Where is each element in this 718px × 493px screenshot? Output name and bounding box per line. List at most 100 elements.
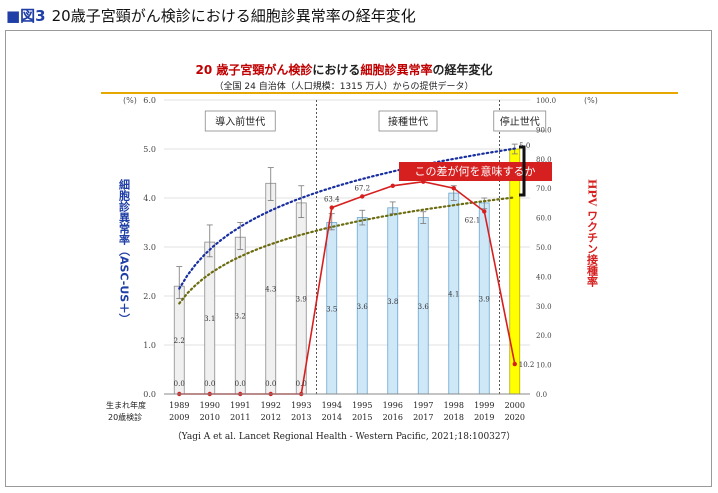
left-tick-label: 5.0 [143,145,156,154]
vaccination-point [329,205,334,210]
bar-value-label: 2.2 [174,337,185,345]
x-tick-screening-year: 2014 [322,413,342,422]
chart-svg: 20 歳子宮頸がん検診における細胞診異常率の経年変化 （全国 24 自治体（人口… [101,62,678,442]
vaccination-value-label: 0.0 [265,380,276,388]
era-label-box [378,110,438,132]
chart-title-part: における [312,63,360,77]
x-tick-birth-year: 1996 [383,401,403,410]
left-unit-label: (%) [123,96,137,105]
bar-value-label: 3.2 [235,313,246,321]
right-unit-label: (%) [584,96,598,105]
x-tick-birth-year: 1989 [169,401,189,410]
left-tick-label: 1.0 [143,341,156,350]
right-tick-label: 70.0 [536,185,552,193]
right-tick-label: 0.0 [536,391,547,399]
vaccination-point [512,361,517,367]
bar [509,148,521,395]
x-tick-screening-year: 2017 [413,413,433,422]
vaccination-point [451,186,456,191]
x-tick-birth-year: 2000 [505,401,525,410]
annotation-text: この差が何を意味するか [415,164,536,178]
vaccination-value-label: 10.2 [519,361,535,369]
x-tick-birth-year: 1999 [474,401,494,410]
vaccination-value-label: 0.0 [174,380,185,388]
left-tick-label: 0.0 [143,390,156,399]
left-tick-label: 6.0 [143,96,156,105]
vaccination-value-label: 63.4 [324,196,340,204]
vaccination-value-label: 0.0 [296,380,307,388]
figure-header: ■図3 20歳子宮頸がん検診における細胞診異常率の経年変化 [6,4,416,26]
bar-value-label: 4.3 [265,286,276,294]
era-label: 接種世代 [388,115,428,128]
x-tick-birth-year: 1995 [352,401,372,410]
bar-value-label: 3.1 [204,315,215,323]
bar-value-label: 3.6 [418,303,430,311]
x-tick-screening-year: 2012 [261,413,281,422]
figure-title: 20歳子宮頸がん検診における細胞診異常率の経年変化 [51,6,416,25]
bar-value-label: 4.1 [448,291,459,299]
right-tick-label: 60.0 [536,215,552,223]
chart-title-part: 細胞診異常率 [360,62,432,77]
left-tick-label: 4.0 [143,194,156,203]
chart-panel: 20 歳子宮頸がん検診における細胞診異常率の経年変化 （全国 24 自治体（人口… [5,30,712,487]
left-tick-label: 2.0 [143,292,156,301]
x-tick-screening-year: 2019 [474,413,494,422]
vaccination-value-label: 67.2 [354,184,370,192]
bar-value-label: 3.5 [326,305,337,313]
right-axis-title: HPV ワクチン接種率 [586,179,599,288]
trend-line-upper [178,147,516,290]
x-tick-birth-year: 1990 [200,401,220,410]
vaccination-value-label: 62.1 [465,216,481,224]
era-label: 停止世代 [500,115,540,128]
right-tick-label: 40.0 [536,273,552,281]
chart-source: （Yagi A et al. Lancet Regional Health - … [173,431,516,442]
x-tick-birth-year: 1997 [413,401,433,410]
trend-line-lower [178,196,516,305]
bar-value-label: 3.9 [479,295,490,303]
x-tick-birth-year: 1993 [291,401,311,410]
chart-title: 20 歳子宮頸がん検診における細胞診異常率の経年変化 [196,62,493,77]
vaccination-value-label: 0.0 [204,380,215,388]
chart-title-part: 20 歳子宮頸がん検診 [196,62,314,77]
chart-subtitle: （全国 24 自治体（人口規模：1315 万人）からの提供データ） [215,80,474,92]
x-tick-screening-year: 2016 [383,413,403,422]
x-tick-screening-year: 2015 [352,413,372,422]
x-tick-birth-year: 1998 [444,401,464,410]
era-label: 導入前世代 [215,115,265,128]
right-tick-label: 80.0 [536,156,552,164]
x-tick-screening-year: 2013 [291,413,311,422]
era-label-box [204,110,276,132]
left-tick-label: 3.0 [143,243,156,252]
x-tick-screening-year: 2010 [200,413,220,422]
era-label-box [493,110,547,132]
right-tick-label: 50.0 [536,244,552,252]
x-tick-birth-year: 1994 [322,401,342,410]
x-tick-screening-year: 2009 [169,413,189,422]
bar-value-label: 3.6 [357,303,369,311]
vaccination-value-label: 0.0 [235,380,246,388]
x-tick-screening-year: 2020 [505,413,525,422]
gap-bracket [519,145,526,197]
annotation-box [399,162,552,181]
right-tick-label: 100.0 [536,97,556,105]
vaccination-line [179,180,516,395]
bar-value-label: 3.8 [387,298,398,306]
vaccination-point [390,183,395,189]
right-tick-label: 20.0 [536,332,552,340]
right-tick-label: 90.0 [536,126,552,134]
row-label-birth-year: 生まれ年度 [106,400,146,410]
vaccination-point [482,209,487,214]
figure-tag: ■図3 [6,6,46,25]
x-tick-birth-year: 1991 [230,401,250,410]
row-label-screening-year: 20歳検診 [108,412,142,422]
right-tick-label: 10.0 [536,362,552,370]
left-axis-title: 細胞診異常率（ASC-US＋） [118,178,132,325]
vaccination-point [360,194,365,199]
right-tick-label: 30.0 [536,303,552,311]
x-tick-screening-year: 2011 [230,413,250,422]
annotation-callout: この差が何を意味するか [399,145,552,197]
x-tick-birth-year: 1992 [261,401,281,410]
bar-value-label: 3.9 [296,295,307,303]
chart-title-part: の経年変化 [432,62,492,77]
x-tick-screening-year: 2018 [444,413,464,422]
